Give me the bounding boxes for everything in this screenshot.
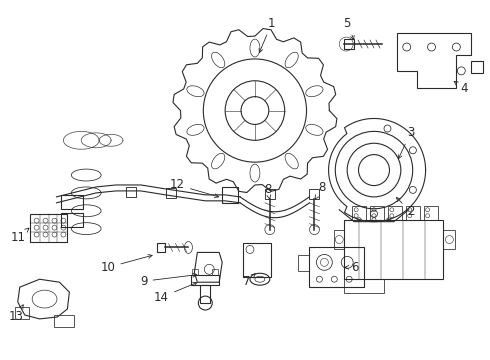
Text: 8: 8 [264,184,271,199]
Bar [352,206,366,220]
Text: 12: 12 [170,179,219,198]
Bar [54,315,74,327]
Bar [344,220,443,279]
Bar [406,206,419,220]
Text: 3: 3 [398,126,415,159]
Bar [344,39,354,49]
Text: 2: 2 [396,198,415,218]
Bar [344,279,384,293]
Text: 11: 11 [10,228,29,244]
Bar [297,255,310,271]
Bar [310,189,319,199]
Bar [388,206,402,220]
Bar [193,269,198,275]
Bar [166,188,175,198]
Text: 14: 14 [154,282,197,303]
Text: 5: 5 [343,17,354,40]
Bar [30,214,68,242]
Bar [126,187,136,197]
Bar [200,285,210,303]
Bar [334,230,344,249]
Bar [212,269,218,275]
Bar [61,213,83,227]
Text: 4: 4 [454,81,468,95]
Text: 6: 6 [345,261,359,274]
Text: 10: 10 [100,255,152,274]
Text: 8: 8 [315,181,326,199]
Bar [192,275,219,285]
Bar [370,206,384,220]
Text: 7: 7 [243,273,256,288]
Bar [424,206,438,220]
Text: 13: 13 [8,305,23,323]
Bar [157,243,165,252]
Bar [443,230,455,249]
Bar [310,247,364,287]
Bar [61,195,83,209]
Bar [222,187,238,203]
Text: 1: 1 [259,17,275,53]
Bar [265,189,275,199]
Bar [243,243,271,277]
Text: 9: 9 [140,273,196,288]
Bar [15,307,29,319]
